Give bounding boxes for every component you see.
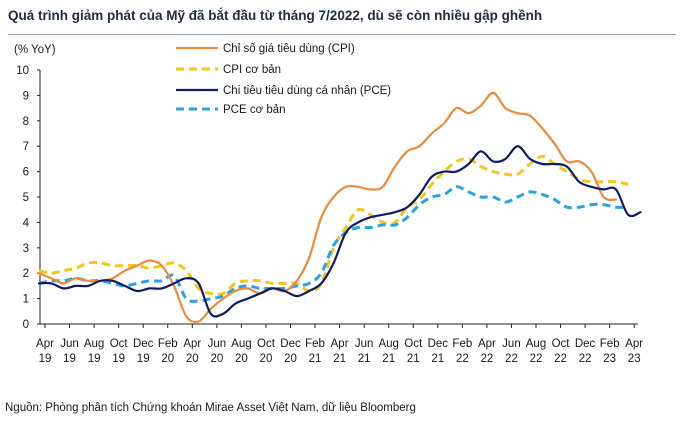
legend-label-1: Chỉ số giá tiêu dùng (CPI) [223, 43, 355, 55]
y-tick-label: 9 [23, 90, 29, 102]
line-chart: 012345678910Apr19Jun19Aug19Oct19Dec19Feb… [16, 43, 643, 365]
y-axis-unit-label: (% YoY) [14, 44, 56, 56]
x-tick-label-month: Dec [280, 338, 301, 350]
x-tick-label-month: Feb [158, 338, 178, 350]
chart-legend: Chỉ số giá tiêu dùng (CPI) CPI cơ bản Chi … [176, 43, 391, 116]
x-tick-label-year: 22 [456, 353, 469, 365]
series-line-2 [38, 154, 629, 296]
x-tick-label-month: Apr [478, 338, 496, 350]
y-tick-label: 4 [23, 217, 30, 229]
chart-title: Quá trình giảm phát của Mỹ đã bắt đầu từ… [8, 8, 543, 23]
series-line-4 [38, 185, 629, 303]
y-tick-label: 2 [23, 268, 29, 280]
x-tick-label-month: Apr [183, 338, 201, 350]
x-tick-label-month: Dec [575, 338, 596, 350]
x-tick-label-year: 22 [505, 353, 518, 365]
legend-label-4: PCE cơ bản [223, 104, 286, 116]
x-tick-label-year: 20 [186, 353, 199, 365]
x-tick-label-month: Jun [355, 338, 374, 350]
x-tick-label-month: Apr [331, 338, 349, 350]
x-tick-label-month: Dec [133, 338, 154, 350]
x-tick-label-year: 23 [603, 353, 616, 365]
x-tick-label-year: 20 [161, 353, 174, 365]
x-tick-label-month: Aug [231, 338, 251, 350]
x-tick-label-year: 20 [210, 353, 223, 365]
series-line-3 [37, 145, 642, 318]
x-tick-label-year: 19 [63, 353, 76, 365]
y-tick-label: 8 [23, 116, 29, 128]
x-tick-label-year: 21 [431, 353, 444, 365]
x-tick-label-year: 21 [333, 353, 346, 365]
y-tick-label: 7 [23, 141, 29, 153]
x-tick-label-month: Feb [600, 338, 620, 350]
y-tick-label: 5 [23, 192, 29, 204]
y-tick-label: 6 [23, 167, 29, 179]
x-tick-label-month: Apr [36, 338, 54, 350]
x-tick-label-year: 19 [112, 353, 125, 365]
x-tick-label-month: Aug [84, 338, 104, 350]
x-tick-label-month: Oct [110, 338, 129, 350]
x-tick-label-month: Oct [257, 338, 276, 350]
x-tick-label-year: 23 [628, 353, 641, 365]
x-tick-label-year: 22 [579, 353, 592, 365]
x-tick-label-month: Feb [305, 338, 325, 350]
legend-label-2: CPI cơ bản [223, 64, 281, 76]
legend-label-3: Chi tiêu tiêu dùng cá nhân (PCE) [223, 85, 391, 97]
x-tick-label-month: Jun [60, 338, 79, 350]
x-tick-label-year: 22 [554, 353, 567, 365]
x-tick-label-year: 22 [481, 353, 494, 365]
title-divider [8, 34, 676, 35]
x-tick-label-year: 22 [530, 353, 543, 365]
x-tick-label-year: 21 [407, 353, 420, 365]
x-tick-label-year: 20 [235, 353, 248, 365]
y-tick-label: 1 [23, 294, 29, 306]
y-tick-label: 3 [23, 243, 29, 255]
x-tick-label-month: Jun [502, 338, 521, 350]
x-tick-label-month: Dec [428, 338, 449, 350]
x-tick-label-year: 20 [284, 353, 297, 365]
y-tick-label: 0 [23, 319, 29, 331]
x-tick-label-year: 20 [260, 353, 273, 365]
x-tick-label-year: 21 [358, 353, 371, 365]
x-tick-label-year: 21 [309, 353, 322, 365]
chart-axes: 012345678910Apr19Jun19Aug19Oct19Dec19Feb… [16, 65, 643, 365]
x-tick-label-year: 21 [382, 353, 395, 365]
x-tick-label-month: Aug [378, 338, 398, 350]
y-tick-label: 10 [16, 65, 29, 77]
x-tick-label-year: 19 [88, 353, 101, 365]
x-tick-label-month: Aug [526, 338, 546, 350]
x-tick-label-month: Oct [404, 338, 423, 350]
x-tick-label-month: Jun [208, 338, 227, 350]
series-line-1 [37, 91, 617, 324]
chart-series [37, 91, 642, 324]
x-tick-label-year: 19 [39, 353, 52, 365]
x-tick-label-month: Feb [452, 338, 472, 350]
x-tick-label-month: Apr [625, 338, 643, 350]
source-note: Nguồn: Phòng phân tích Chứng khoán Mirae… [5, 402, 416, 414]
x-tick-label-year: 19 [137, 353, 150, 365]
x-tick-label-month: Oct [552, 338, 571, 350]
